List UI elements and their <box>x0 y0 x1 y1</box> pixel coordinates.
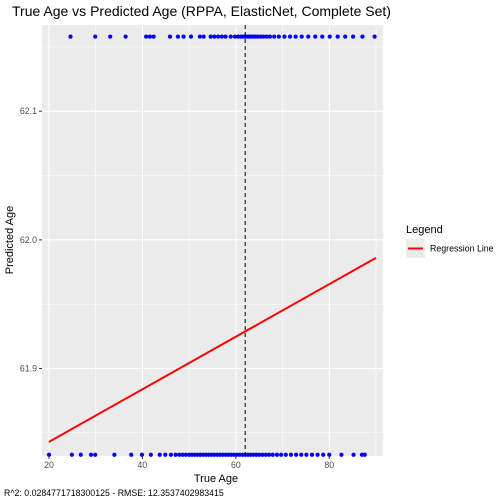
data-point <box>279 453 283 457</box>
data-point <box>108 34 112 38</box>
data-point <box>360 34 364 38</box>
data-point <box>316 453 320 457</box>
x-tick-label: 40 <box>138 460 148 470</box>
data-point <box>223 34 227 38</box>
data-point <box>288 34 292 38</box>
data-point <box>202 34 206 38</box>
data-point <box>79 453 83 457</box>
data-point <box>212 34 216 38</box>
x-axis-title: True Age <box>194 473 238 485</box>
data-point <box>351 453 355 457</box>
data-point <box>351 34 355 38</box>
data-point <box>300 34 304 38</box>
data-point <box>173 453 177 457</box>
caption: R^2: 0.0284771718300125 - RMSE: 12.35374… <box>4 488 224 498</box>
data-point <box>93 453 97 457</box>
data-point <box>284 453 288 457</box>
data-point <box>198 34 202 38</box>
legend-label: Regression Line <box>430 244 494 254</box>
y-tick-label: 62.1 <box>20 106 37 116</box>
data-point <box>277 34 281 38</box>
data-point <box>336 34 340 38</box>
data-point <box>129 453 133 457</box>
data-point <box>149 453 153 457</box>
y-tick-label: 62.0 <box>20 235 37 245</box>
data-point <box>272 34 276 38</box>
data-point <box>144 34 148 38</box>
legend: Legend Regression Line <box>406 224 494 258</box>
data-point <box>169 453 173 457</box>
data-point <box>163 453 167 457</box>
data-point <box>148 34 152 38</box>
data-point <box>294 453 298 457</box>
data-point <box>112 453 116 457</box>
data-point <box>363 453 367 457</box>
data-point <box>68 34 72 38</box>
x-axis: 20 40 60 80 <box>44 456 334 470</box>
x-tick-label: 80 <box>324 460 334 470</box>
data-point <box>306 34 310 38</box>
data-point <box>209 34 213 38</box>
data-point <box>313 34 317 38</box>
data-point <box>216 34 220 38</box>
data-point <box>294 34 298 38</box>
data-point <box>299 453 303 457</box>
data-point <box>229 34 233 38</box>
y-tick-label: 61.9 <box>20 364 37 374</box>
data-point <box>328 34 332 38</box>
plot-panel <box>42 25 383 456</box>
data-point <box>268 34 272 38</box>
data-point <box>271 453 275 457</box>
data-point <box>339 453 343 457</box>
data-point <box>289 453 293 457</box>
chart-title: True Age vs Predicted Age (RPPA, Elastic… <box>12 3 391 19</box>
data-point <box>320 34 324 38</box>
data-point <box>275 453 279 457</box>
data-point <box>267 453 271 457</box>
data-point <box>321 453 325 457</box>
data-point <box>304 453 308 457</box>
data-point <box>70 453 74 457</box>
x-tick-label: 20 <box>44 460 54 470</box>
data-point <box>189 34 193 38</box>
data-point <box>282 34 286 38</box>
y-axis-title: Predicted Age <box>4 206 16 275</box>
data-point <box>168 34 172 38</box>
data-point <box>89 453 93 457</box>
data-point <box>93 34 97 38</box>
data-point <box>152 34 156 38</box>
data-point <box>176 34 180 38</box>
y-axis: 61.9 62.0 62.1 <box>20 106 42 373</box>
data-point <box>124 34 128 38</box>
data-point <box>158 453 162 457</box>
data-point <box>343 34 347 38</box>
legend-title: Legend <box>406 224 443 236</box>
data-point <box>372 34 376 38</box>
data-point <box>181 34 185 38</box>
x-tick-label: 60 <box>231 460 241 470</box>
data-point <box>220 34 224 38</box>
data-point <box>310 453 314 457</box>
